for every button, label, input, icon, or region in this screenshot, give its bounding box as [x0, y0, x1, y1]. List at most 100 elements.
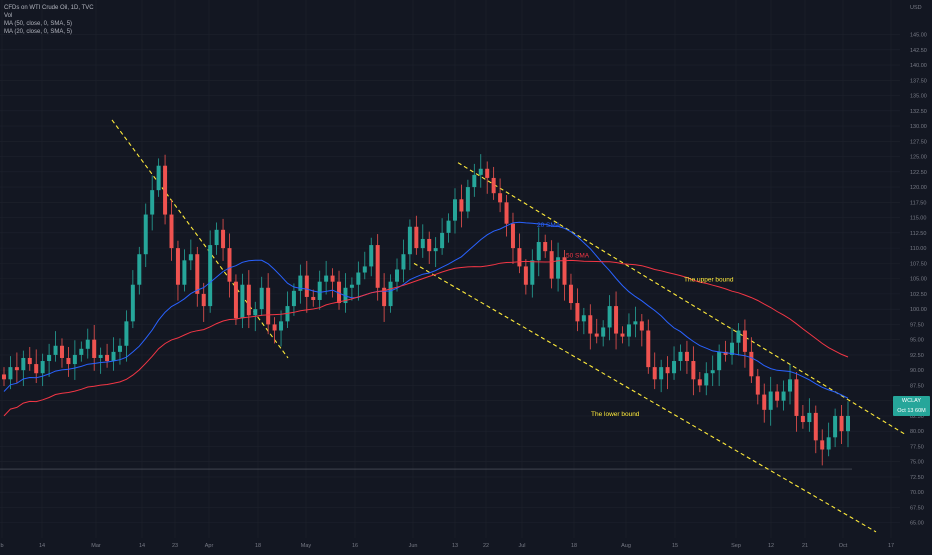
candle [188, 239, 193, 271]
candle [846, 401, 850, 448]
candle [446, 213, 451, 243]
y-tick-label: 95.00 [910, 338, 924, 344]
y-tick-label: 105.00 [910, 277, 927, 283]
candle [362, 251, 367, 280]
candle-body [594, 333, 599, 337]
candle-body [704, 373, 709, 386]
candle-body [375, 245, 380, 288]
candle [291, 283, 296, 316]
candle-body [382, 287, 387, 307]
price-axis[interactable]: USD 65.00 67.50 70.00 72.50 75.00 77.50 80.00 82… [910, 5, 927, 527]
candle-body [79, 348, 84, 355]
candle [581, 307, 586, 335]
candle [633, 306, 638, 338]
candle-body [717, 351, 722, 371]
legend-title[interactable]: CFDs on WTI Crude Oil, 1D, TVC [4, 5, 94, 11]
candle [575, 288, 580, 332]
candle [594, 318, 599, 344]
chart-annotation[interactable]: The upper bound [684, 277, 734, 284]
candle [420, 224, 425, 258]
candle [233, 274, 238, 326]
candle [130, 270, 135, 329]
candle-body [188, 254, 193, 261]
candle [414, 215, 419, 255]
candle [459, 184, 464, 228]
candle [510, 212, 515, 264]
chart-annotation[interactable]: 50 SMA [566, 252, 590, 259]
candle-body [672, 361, 677, 374]
candle [111, 337, 116, 371]
legend-vol[interactable]: Vol [4, 13, 13, 19]
candle [124, 310, 129, 362]
candle-body [575, 303, 580, 322]
y-tick-label: 142.50 [910, 48, 927, 54]
candle-body [607, 306, 612, 328]
candle [214, 222, 219, 255]
candle [337, 270, 342, 310]
y-tick-label: 72.50 [910, 475, 924, 481]
candle [820, 429, 825, 466]
candle [807, 398, 812, 432]
candle [47, 343, 52, 377]
candle-body [452, 199, 457, 221]
trend-line[interactable] [111, 119, 289, 359]
trend-line[interactable] [413, 262, 877, 533]
y-tick-label: 70.00 [910, 490, 924, 496]
candle [659, 359, 664, 393]
x-tick-label: b [0, 543, 3, 549]
x-tick-label: 18 [255, 543, 261, 549]
candle-body [517, 248, 522, 267]
candle-body [846, 415, 850, 432]
trend-line[interactable] [457, 162, 906, 435]
chart-annotation[interactable]: 20 SMA [537, 222, 561, 229]
y-tick-label: 80.00 [910, 429, 924, 435]
y-tick-label: 92.50 [910, 353, 924, 359]
axis-unit: USD [910, 5, 922, 11]
candle [407, 219, 412, 271]
candle-body [214, 229, 219, 246]
chart-legend: CFDs on WTI Crude Oil, 1D, TVC Vol MA (5… [4, 4, 94, 36]
candle-body [259, 287, 264, 310]
candle [369, 237, 374, 277]
candle [2, 367, 6, 387]
candle [330, 268, 335, 298]
candle-body [639, 321, 644, 331]
candle [227, 233, 232, 298]
candle [27, 346, 32, 371]
y-tick-label: 102.50 [910, 292, 927, 298]
time-axis[interactable]: b 14 Mar 14 23 Apr 18 May 16 Jun 13 22 Jul 18 Aug 15 Sep… [0, 543, 894, 549]
candle-body [794, 379, 799, 416]
legend-ma20[interactable]: MA (20, close, 0, SMA, 5) [4, 29, 73, 35]
sma20-line [3, 221, 849, 399]
x-tick-label: 14 [39, 543, 45, 549]
candle [607, 295, 612, 341]
candle-body [614, 306, 619, 334]
x-tick-label: 16 [352, 543, 358, 549]
y-tick-label: 110.00 [910, 246, 926, 252]
candle [388, 274, 393, 313]
chart-annotation[interactable]: The lower bound [591, 411, 640, 418]
candle-body [92, 339, 97, 358]
candle [704, 362, 709, 396]
candle-body [446, 220, 451, 233]
candle [382, 273, 387, 322]
candle [143, 203, 148, 268]
candle [755, 368, 760, 405]
y-tick-label: 140.00 [910, 63, 927, 69]
candle [684, 340, 689, 374]
candle [311, 289, 316, 307]
x-tick-label: Apr [205, 543, 214, 549]
candle-body [556, 257, 561, 279]
candle [85, 328, 90, 359]
candle-body [330, 275, 335, 282]
candle-body [362, 266, 367, 273]
candle [646, 319, 651, 374]
candle-body [562, 257, 567, 285]
x-tick-label: 18 [571, 543, 577, 549]
candle [678, 344, 683, 371]
legend-ma50[interactable]: MA (50, close, 0, SMA, 5) [4, 21, 73, 27]
candle-body [768, 391, 773, 410]
y-tick-label: 100.00 [910, 307, 927, 313]
